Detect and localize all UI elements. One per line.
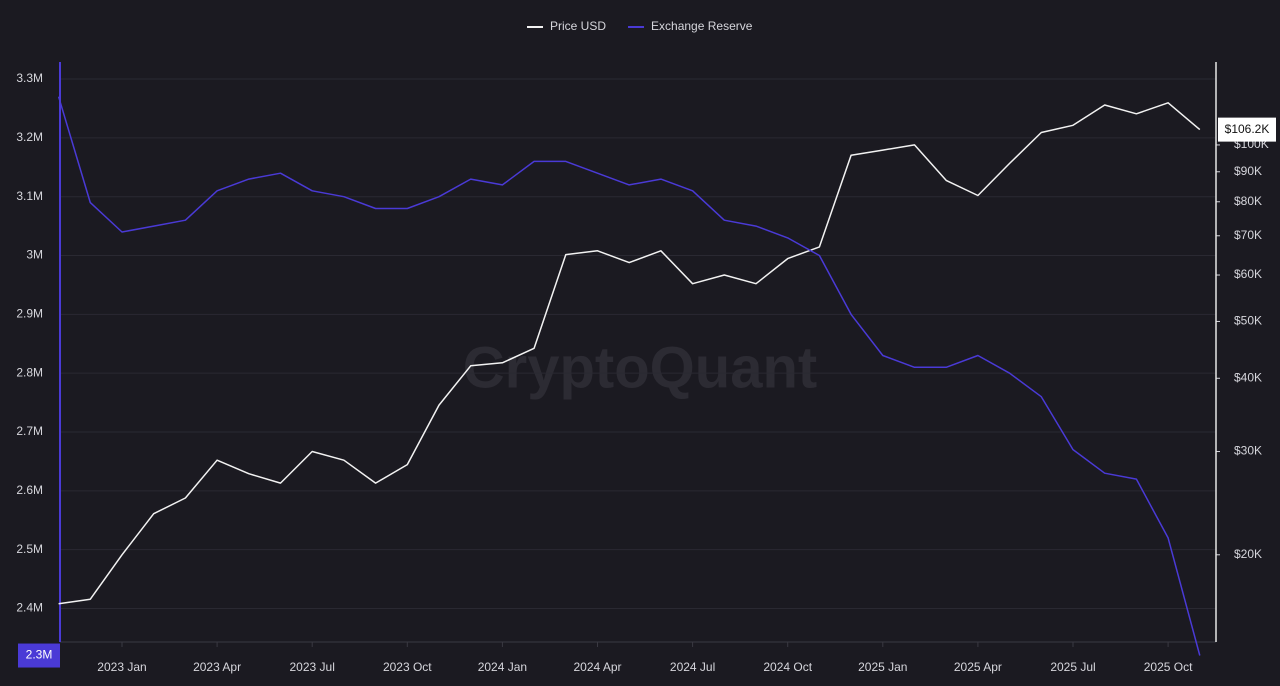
y2-tick-label: $20K [1234, 547, 1262, 561]
x-tick-label: 2025 Oct [1144, 660, 1193, 674]
series-line [57, 96, 1201, 656]
last-value-label: 2.3M [26, 648, 53, 662]
x-tick-label: 2023 Jan [97, 660, 146, 674]
x-tick-label: 2023 Oct [383, 660, 432, 674]
legend-label: Price USD [550, 19, 606, 33]
y-tick-label: 2.7M [16, 424, 43, 438]
y-tick-label: 3M [26, 248, 43, 262]
last-value-badge [1218, 117, 1276, 142]
legend-label: Exchange Reserve [651, 19, 753, 33]
last-value-badge [18, 643, 60, 668]
y-tick-label: 3.2M [16, 130, 43, 144]
series-line [58, 102, 1201, 605]
y-tick-label: 3.1M [16, 189, 43, 203]
x-tick-label: 2024 Apr [573, 660, 621, 674]
y2-tick-label: $60K [1234, 267, 1262, 281]
y2-tick-label: $70K [1234, 228, 1262, 242]
last-value-label: $106.2K [1225, 122, 1270, 136]
x-tick-label: 2024 Jul [670, 660, 715, 674]
watermark: CryptoQuant [463, 335, 817, 400]
y-tick-label: 2.4M [16, 601, 43, 615]
x-tick-label: 2025 Jul [1050, 660, 1095, 674]
y2-tick-label: $90K [1234, 164, 1262, 178]
x-tick-label: 2023 Jul [290, 660, 335, 674]
y2-tick-label: $30K [1234, 444, 1262, 458]
x-tick-label: 2024 Oct [763, 660, 812, 674]
y-tick-label: 2.8M [16, 365, 43, 379]
y-tick-label: 3.3M [16, 71, 43, 85]
x-tick-label: 2025 Jan [858, 660, 907, 674]
x-tick-label: 2025 Apr [954, 660, 1002, 674]
y-tick-label: 2.9M [16, 307, 43, 321]
x-tick-label: 2023 Apr [193, 660, 241, 674]
y-tick-label: 2.6M [16, 483, 43, 497]
y-tick-label: 2.5M [16, 542, 43, 556]
y2-tick-label: $80K [1234, 194, 1262, 208]
y2-tick-label: $50K [1234, 314, 1262, 328]
x-tick-label: 2024 Jan [478, 660, 527, 674]
y2-tick-label: $40K [1234, 370, 1262, 384]
